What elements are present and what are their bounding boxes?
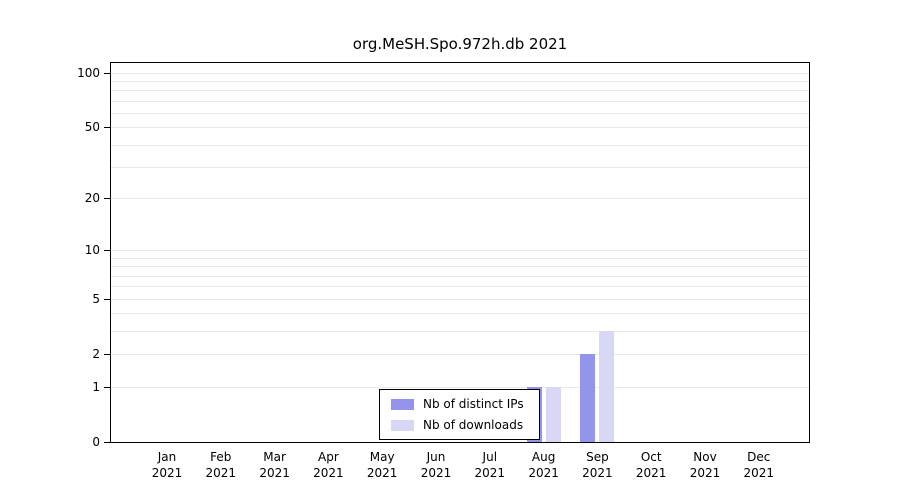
y-tick-label: 5 xyxy=(92,291,100,306)
x-tick-label: Sep 2021 xyxy=(582,450,613,480)
x-tick-label: Jun 2021 xyxy=(420,450,452,480)
y-tick-mark xyxy=(104,72,110,74)
gridline xyxy=(111,386,809,388)
y-tick-label: 1 xyxy=(92,379,100,394)
bar-distinct-ips xyxy=(580,354,596,442)
x-tick-label: Apr 2021 xyxy=(313,450,344,480)
gridline xyxy=(111,331,809,333)
y-tick-mark xyxy=(104,386,110,388)
bar-downloads xyxy=(545,386,561,442)
gridline xyxy=(111,144,809,146)
legend-item-distinct-ips: Nb of distinct IPs xyxy=(391,397,539,411)
legend-item-downloads: Nb of downloads xyxy=(391,418,539,432)
gridline xyxy=(111,313,809,315)
chart-title: org.MeSH.Spo.972h.db 2021 xyxy=(352,35,568,53)
gridline xyxy=(111,167,809,169)
gridline xyxy=(111,100,809,102)
y-tick-mark xyxy=(104,127,110,129)
gridline xyxy=(111,354,809,356)
x-tick-label: Jul 2021 xyxy=(474,450,506,480)
legend-label-distinct-ips: Nb of distinct IPs xyxy=(423,397,524,411)
x-tick-label: Oct 2021 xyxy=(635,450,667,480)
gridline xyxy=(111,257,809,259)
gridline xyxy=(111,250,809,252)
y-tick-label: 10 xyxy=(84,243,100,258)
y-tick-mark xyxy=(104,250,110,252)
bar-downloads xyxy=(599,331,615,442)
legend-swatch-downloads xyxy=(391,419,414,431)
x-tick-label: Feb 2021 xyxy=(205,450,237,480)
y-tick-mark xyxy=(104,198,110,200)
x-tick-label: Nov 2021 xyxy=(689,450,721,480)
gridline xyxy=(111,266,809,268)
legend: Nb of distinct IPs Nb of downloads xyxy=(379,389,540,440)
gridline xyxy=(111,81,809,82)
y-tick-label: 2 xyxy=(92,347,100,362)
gridline xyxy=(111,113,809,114)
plot-area: Nb of distinct IPs Nb of downloads xyxy=(110,62,810,443)
gridline xyxy=(111,286,809,288)
x-tick-label: Dec 2021 xyxy=(743,450,775,480)
y-tick-label: 20 xyxy=(84,191,100,206)
legend-label-downloads: Nb of downloads xyxy=(423,418,524,432)
gridline xyxy=(111,275,809,277)
gridline xyxy=(111,72,809,74)
y-tick-mark xyxy=(104,298,110,300)
gridline xyxy=(111,298,809,300)
gridline xyxy=(111,90,809,92)
x-tick-label: Jan 2021 xyxy=(151,450,183,480)
legend-swatch-distinct-ips xyxy=(391,398,414,410)
y-tick-mark xyxy=(104,354,110,356)
gridline xyxy=(111,198,809,200)
y-tick-mark xyxy=(104,442,110,443)
x-tick-label: Mar 2021 xyxy=(259,450,290,480)
y-tick-label: 100 xyxy=(77,65,100,80)
y-tick-label: 0 xyxy=(92,435,100,449)
y-tick-label: 50 xyxy=(84,120,100,135)
x-tick-label: May 2021 xyxy=(366,450,398,480)
gridline xyxy=(111,127,809,129)
x-tick-label: Aug 2021 xyxy=(528,450,559,480)
